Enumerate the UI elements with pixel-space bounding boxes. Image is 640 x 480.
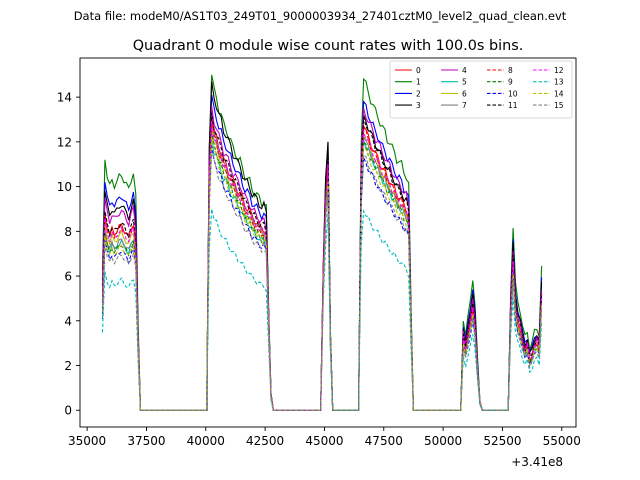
x-tick-label: 47500 [365, 434, 403, 448]
x-offset-label: +3.41e8 [511, 455, 563, 469]
y-tick-label: 14 [57, 91, 72, 105]
axes-frame [79, 57, 577, 428]
x-tick-label: 52500 [483, 434, 521, 448]
legend-label-0: 0 [416, 66, 421, 75]
y-tick-label: 0 [64, 404, 72, 418]
x-tick-label: 35000 [68, 434, 106, 448]
legend-box [389, 60, 573, 119]
legend-label-8: 8 [508, 66, 513, 75]
y-axis: 0 2 4 6 8 10 12 14 [57, 91, 80, 418]
x-tick-label: 55000 [543, 434, 581, 448]
plot-lines [101, 74, 543, 411]
legend-label-13: 13 [554, 78, 564, 87]
legend-label-15: 15 [554, 101, 564, 110]
legend-label-10: 10 [508, 89, 518, 98]
y-tick-label: 2 [64, 359, 72, 373]
y-tick-label: 12 [57, 135, 72, 149]
y-tick-label: 6 [64, 270, 72, 284]
series-line-15 [101, 150, 543, 411]
legend-label-1: 1 [416, 78, 421, 87]
x-tick-label: 45000 [305, 434, 343, 448]
x-axis: 35000 37500 40000 42500 45000 47500 50000 52500… [68, 427, 581, 448]
x-tick-label: 50000 [424, 434, 462, 448]
y-tick-label: 10 [57, 180, 72, 194]
x-tick-label: 37500 [127, 434, 165, 448]
legend-label-5: 5 [462, 78, 467, 87]
legend-label-4: 4 [462, 66, 467, 75]
y-tick-label: 4 [64, 314, 72, 328]
legend-label-7: 7 [462, 101, 467, 110]
legend-label-2: 2 [416, 89, 421, 98]
chart-title: Quadrant 0 module wise count rates with … [133, 38, 524, 54]
legend-label-9: 9 [508, 78, 513, 87]
y-tick-label: 8 [64, 225, 72, 239]
legend-label-12: 12 [554, 66, 564, 75]
x-tick-label: 40000 [187, 434, 225, 448]
series-line-12 [101, 121, 543, 411]
legend-label-3: 3 [416, 101, 421, 110]
legend-label-6: 6 [462, 89, 467, 98]
legend-label-14: 14 [554, 89, 564, 98]
legend-label-11: 11 [508, 101, 518, 110]
figure-suptitle: Data file: modeM0/AS1T03_249T01_90000039… [74, 9, 567, 23]
x-tick-label: 42500 [246, 434, 284, 448]
